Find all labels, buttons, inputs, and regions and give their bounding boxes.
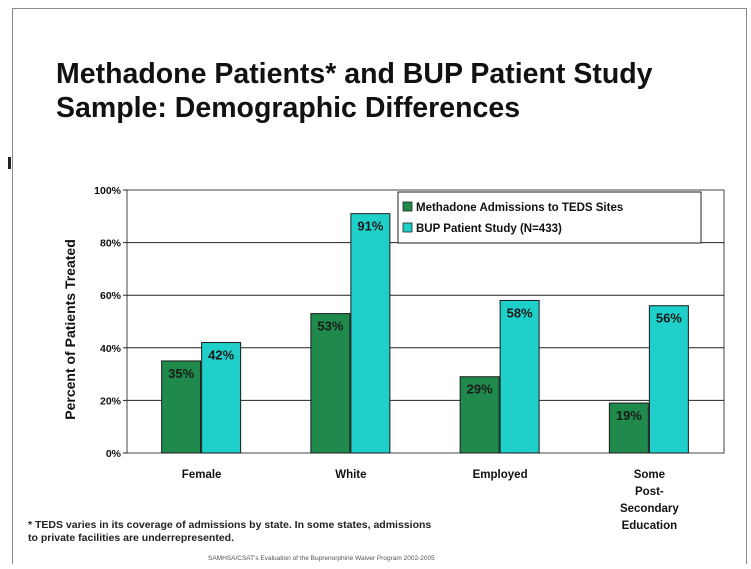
bar-methadone	[310, 313, 351, 454]
footnote-line-1: * TEDS varies in its coverage of admissi…	[28, 519, 432, 531]
x-category-label: White	[335, 469, 366, 481]
bar-bup	[201, 342, 242, 454]
x-category-label: Female	[182, 469, 222, 481]
y-tick-label: 40%	[100, 343, 122, 355]
y-tick-label: 0%	[106, 448, 122, 460]
bar-methadone	[459, 376, 500, 454]
bar-bup	[648, 305, 689, 454]
slide-edge-mark	[8, 157, 11, 169]
y-axis-label: Percent of Patients Treated	[62, 239, 78, 420]
bar-bup	[499, 299, 540, 454]
bar-value-label: 19%	[616, 408, 642, 423]
y-tick-label: 80%	[100, 238, 122, 250]
legend-swatch	[402, 222, 413, 233]
slide-title: Methadone Patients* and BUP Patient Stud…	[56, 57, 652, 125]
bar-value-label: 42%	[208, 348, 234, 363]
source-credit: SAMHSA/CSAT's Evaluation of the Buprenor…	[208, 555, 435, 562]
title-line-2: Sample: Demographic Differences	[56, 92, 521, 124]
bar-value-label: 56%	[656, 311, 682, 326]
bar-methadone	[608, 402, 649, 454]
bar-methadone	[161, 360, 202, 454]
bar-value-label: 35%	[168, 366, 194, 381]
bar-value-label: 91%	[357, 219, 383, 234]
y-tick-label: 100%	[94, 185, 122, 197]
legend-label: Methadone Admissions to TEDS Sites	[416, 202, 623, 214]
legend-label: BUP Patient Study (N=433)	[416, 223, 562, 235]
bar-value-label: 58%	[507, 305, 533, 320]
bar-value-label: 53%	[317, 319, 343, 334]
x-category-label: Education	[622, 520, 678, 532]
legend	[397, 191, 702, 244]
x-category-label: Employed	[473, 469, 528, 481]
legend-swatch	[402, 201, 413, 212]
footnote-line-2: to private facilities are underrepresent…	[28, 532, 234, 544]
x-category-label: Secondary	[620, 503, 679, 515]
footnote: * TEDS varies in its coverage of admissi…	[28, 519, 431, 545]
y-tick-label: 20%	[100, 395, 122, 407]
title-line-1: Methadone Patients* and BUP Patient Stud…	[56, 58, 653, 90]
y-tick-label: 60%	[100, 290, 122, 302]
bar-value-label: 29%	[467, 382, 493, 397]
bar-bup	[350, 213, 391, 454]
x-category-label: Some	[634, 469, 665, 481]
x-category-label: Post-	[635, 486, 664, 498]
